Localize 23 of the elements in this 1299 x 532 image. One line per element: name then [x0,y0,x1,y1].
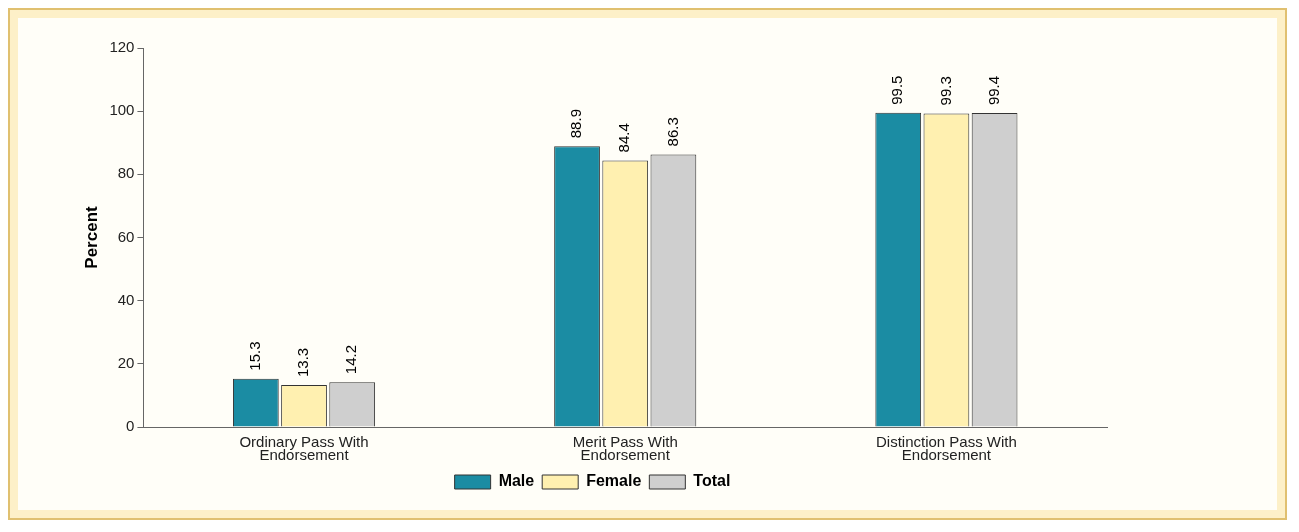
data-label: 99.4 [984,75,1002,106]
data-label: 84.4 [615,123,633,153]
y-tick-label: 80 [117,164,135,182]
data-label: 86.3 [663,117,681,147]
data-label: 13.3 [294,347,312,377]
y-tick-label: 20 [117,353,135,371]
data-label: 88.9 [567,109,585,139]
legend-label: Male [498,472,535,490]
y-tick-label: 60 [117,227,135,245]
y-tick-label: 40 [117,290,135,308]
y-tick-label: 100 [109,101,135,119]
y-axis-title: Percent [81,205,101,269]
y-tick-label: 120 [109,38,135,56]
x-tick-label: Distinction Pass With Endorsement [875,432,1017,464]
data-label: 14.2 [342,344,360,375]
data-label: 99.5 [888,75,906,105]
legend-label: Female [586,472,642,490]
y-tick-label: 0 [126,417,135,435]
data-label: 99.3 [936,76,954,106]
x-tick-label: Ordinary Pass With Endorsement [239,432,369,464]
legend-label: Total [693,472,731,490]
x-tick-label: Merit Pass With Endorsement [572,432,678,464]
data-label: 15.3 [245,341,263,371]
